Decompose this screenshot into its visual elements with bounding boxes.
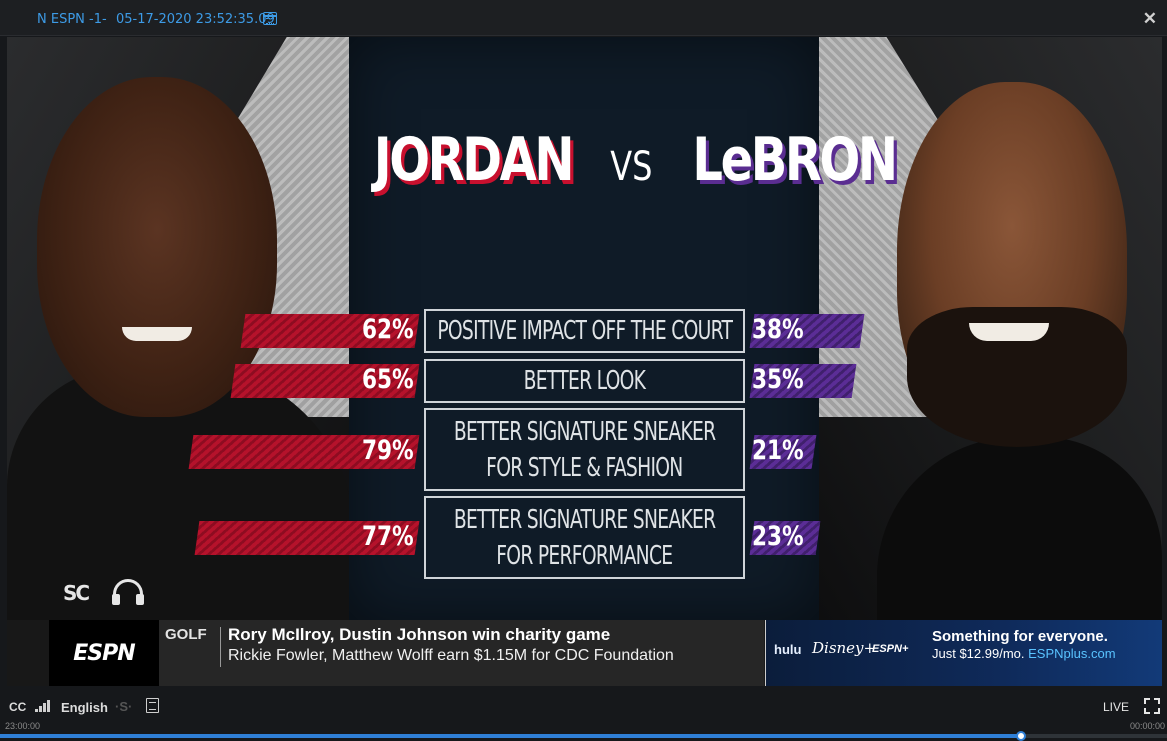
- video-frame[interactable]: JORDAN VS LeBRON 62% POSITIVE IMPACT OFF…: [7, 37, 1162, 620]
- sportscenter-logo: SC: [63, 581, 90, 605]
- document-icon[interactable]: [146, 698, 159, 713]
- ad-headline: Something for everyone.: [932, 628, 1108, 645]
- stat-label-box: BETTER LOOK: [424, 359, 745, 403]
- language-selector[interactable]: English: [61, 700, 108, 715]
- ad-price: Just $12.99/mo.: [932, 646, 1025, 661]
- espn-logo: ESPN: [49, 620, 159, 686]
- ticker-headline: Rory McIlroy, Dustin Johnson win charity…: [228, 625, 611, 644]
- timeline-scrubber[interactable]: [1016, 731, 1027, 741]
- jordan-percent: 79%: [362, 435, 414, 466]
- stat-label-line: BETTER SIGNATURE SNEAKER: [453, 504, 716, 535]
- title-lebron: LeBRON: [692, 125, 898, 195]
- title-jordan: JORDAN: [373, 125, 575, 195]
- jordan-percent: 62%: [362, 314, 414, 345]
- player-controls: CC English ·S· LIVE 23:00:00 00:00:00: [0, 686, 1167, 741]
- jordan-portrait: [37, 77, 277, 417]
- lebron-percent: 35%: [752, 364, 804, 395]
- headphones-icon: [112, 579, 144, 605]
- channel-name: N ESPN -1-: [37, 12, 107, 27]
- calendar-icon[interactable]: [263, 12, 277, 25]
- graphic-title: JORDAN VS LeBRON: [349, 125, 898, 195]
- jordan-percent: 77%: [362, 521, 414, 552]
- ad-url: ESPNplus.com: [1028, 646, 1116, 661]
- title-bar: N ESPN -1- 05-17-2020 23:52:35.09 ✕: [0, 0, 1167, 36]
- ad-offer: Just $12.99/mo. ESPNplus.com: [932, 646, 1116, 661]
- disney-plus-logo: Disney+: [812, 639, 877, 657]
- subtitle-style-icon[interactable]: ·S·: [115, 699, 133, 714]
- timestamp[interactable]: 05-17-2020 23:52:35.09: [116, 12, 275, 27]
- timeline-start: 23:00:00: [5, 721, 41, 731]
- close-button[interactable]: ✕: [1142, 9, 1157, 28]
- bundle-ad: hulu Disney+ ESPN+ Something for everyon…: [765, 620, 1162, 686]
- stat-label: POSITIVE IMPACT OFF THE COURT: [437, 316, 733, 346]
- stat-label-line: FOR STYLE & FASHION: [486, 452, 683, 483]
- ticker-category: GOLF: [165, 626, 207, 643]
- espn-plus-logo: ESPN+: [872, 643, 909, 655]
- news-ticker: ESPN GOLF Rory McIlroy, Dustin Johnson w…: [7, 620, 1162, 686]
- fullscreen-icon[interactable]: [1144, 698, 1160, 714]
- jordan-smile: [122, 327, 192, 341]
- lebron-percent: 21%: [752, 435, 804, 466]
- stat-label-box: BETTER SIGNATURE SNEAKER FOR PERFORMANCE: [424, 496, 745, 579]
- stat-label-box: BETTER SIGNATURE SNEAKER FOR STYLE & FAS…: [424, 408, 745, 491]
- stat-label-box: POSITIVE IMPACT OFF THE COURT: [424, 309, 745, 353]
- ticker-divider: [220, 627, 221, 667]
- signal-bars-icon[interactable]: [35, 700, 51, 712]
- stat-label-line: BETTER SIGNATURE SNEAKER: [453, 416, 716, 447]
- lebron-percent: 38%: [752, 314, 804, 345]
- stat-label: BETTER LOOK: [523, 366, 646, 396]
- lebron-smile: [969, 323, 1049, 341]
- hulu-logo: hulu: [774, 642, 802, 657]
- timeline-progress: [0, 734, 1022, 738]
- lebron-percent: 23%: [752, 521, 804, 552]
- title-vs: VS: [610, 144, 653, 190]
- ticker-story: GOLF Rory McIlroy, Dustin Johnson win ch…: [159, 620, 764, 686]
- stat-label-line: FOR PERFORMANCE: [496, 540, 673, 571]
- jordan-percent: 65%: [362, 364, 414, 395]
- ticker-spacer: [7, 620, 51, 686]
- live-button[interactable]: LIVE: [1103, 700, 1130, 714]
- ticker-subline: Rickie Fowler, Matthew Wolff earn $1.15M…: [228, 647, 674, 664]
- closed-captions-button[interactable]: CC: [9, 700, 27, 714]
- timeline-end: 00:00:00: [1130, 721, 1166, 731]
